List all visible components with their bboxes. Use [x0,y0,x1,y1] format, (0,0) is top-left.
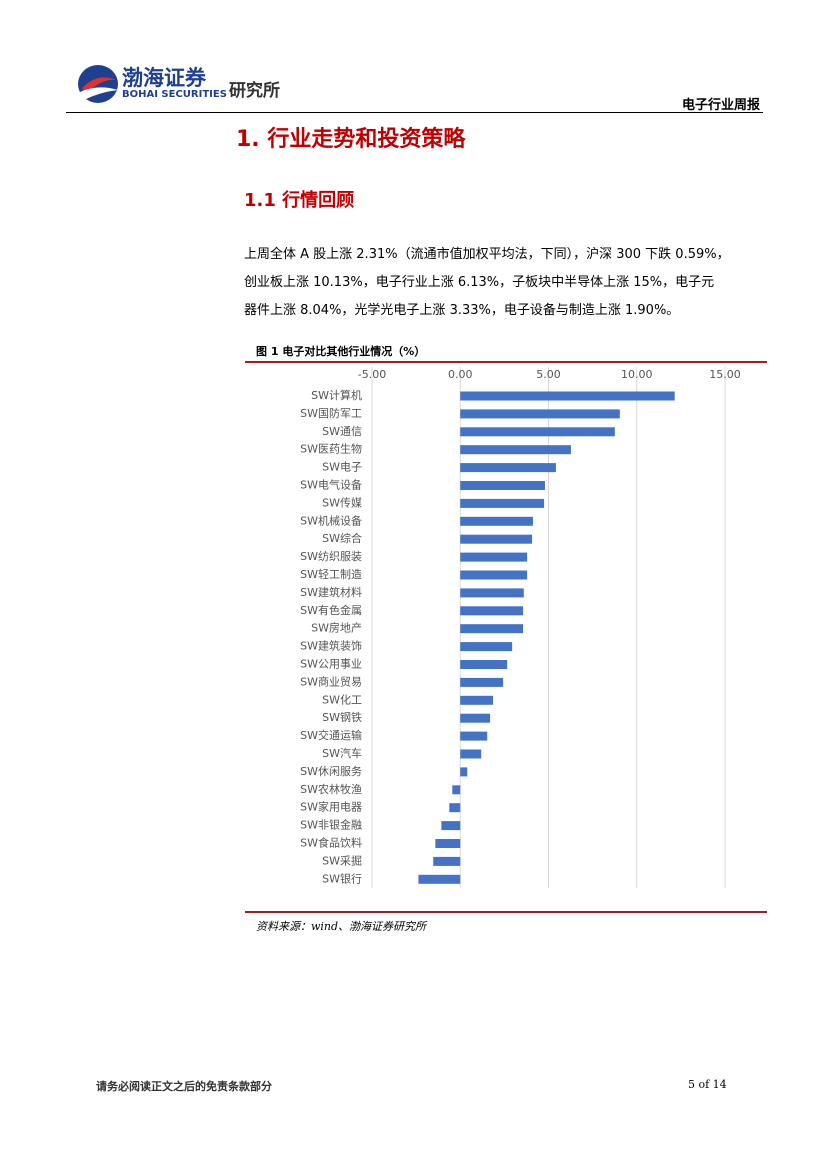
chart: -5.00 0.00 5.00 10.00 15.00 SW计算机 SW国防军工 SW通信 SW… [300,367,741,888]
brand: 渤海证券 [122,66,206,90]
y-tick-label: SW房地产 [311,621,362,635]
bar [435,839,461,848]
bar [433,856,461,866]
x-tick-label: -5.00 [358,368,386,381]
figure-rule [245,911,767,913]
y-tick-label: SW汽车 [322,746,362,760]
bar [460,552,528,562]
bar [460,391,675,401]
bar [460,570,528,580]
bar [460,767,468,777]
bar [460,624,524,634]
bar [460,731,488,741]
bar [452,785,461,795]
figure-rule [245,361,767,363]
y-tick-label: SW商业贸易 [300,674,362,688]
y-tick-label: SW家用电器 [300,800,362,814]
y-tick-label: SW计算机 [311,388,362,402]
y-tick-label: SW传媒 [322,496,362,509]
y-tick-label: SW采掘 [322,853,362,867]
heading: 1. 行业走势和投资策略 [236,127,466,152]
source-note: 资料来源：wind、渤海证券研究所 [256,920,427,933]
y-tick-label: SW农林牧渔 [300,782,362,796]
bar [460,749,482,759]
bar [460,534,533,544]
bar [460,677,504,687]
x-tick-label: 5.00 [536,368,561,381]
y-tick-label: SW休闲服务 [300,764,362,778]
x-tick-label: 15.00 [709,368,741,381]
y-tick-label: SW非银金融 [300,818,362,832]
y-tick-label: SW有色金属 [300,603,362,617]
report-name: 电子行业周报 [681,98,760,113]
brand-en: BOHAI SECURITIES [122,89,227,100]
y-tick-label: SW钢铁 [322,711,362,724]
bar [460,516,533,526]
y-tick-label: SW国防军工 [300,406,362,420]
institute: 研究所 [229,81,280,101]
x-tick-label: 10.00 [621,368,653,381]
paragraph: 上周全体 A 股上涨 2.31%（流通市值加权平均法，下同），沪深 300 下跌… [244,241,730,325]
header-rule [66,112,763,113]
paragraph-line: 器件上涨 8.04%，光学光电子上涨 3.33%，电子设备与制造上涨 1.90%… [244,303,680,318]
bar [460,427,615,437]
bar [460,642,513,652]
y-tick-label: SW纺织服装 [300,549,362,563]
figure-title: 图 1 电子对比其他行业情况（%） [256,345,426,358]
bar [460,588,524,598]
bar [460,463,556,473]
bar [460,606,524,616]
paragraph-line: 创业板上涨 10.13%，电子行业上涨 6.13%，子板块中半导体上涨 15%，… [244,275,715,290]
bar [460,409,620,419]
y-tick-label: SW综合 [322,531,362,545]
bar [460,713,491,723]
y-tick-label: SW公用事业 [300,658,362,671]
bar [418,874,461,884]
paragraph-line: 上周全体 A 股上涨 2.31%（流通市值加权平均法，下同），沪深 300 下跌… [244,247,730,262]
y-tick-label: SW建筑材料 [300,585,362,599]
bar [460,481,545,490]
y-tick-label: SW建筑装饰 [300,639,362,653]
logo [78,65,118,103]
y-tick-label: SW轻工制造 [300,567,362,581]
subheading: 1.1 行情回顾 [244,190,355,211]
y-tick-label: SW电气设备 [300,478,362,492]
y-tick-label: SW电子 [322,461,362,474]
y-tick-label: SW交通运输 [300,728,362,742]
y-tick-label: SW银行 [322,871,362,885]
bar [460,445,571,455]
x-tick-label: 0.00 [448,368,473,381]
y-tick-label: SW机械设备 [300,513,362,527]
bar [460,660,508,669]
y-tick-label: SW化工 [322,692,362,706]
bar [441,821,461,831]
bar [460,498,545,508]
bar [449,803,461,813]
y-tick-label: SW医药生物 [300,442,362,456]
bar [460,695,494,705]
page-number: 5 of 14 [688,1078,727,1091]
y-tick-label: SW食品饮料 [300,836,362,850]
disclaimer: 请务必阅读正文之后的免责条款部分 [96,1080,272,1093]
y-tick-label: SW通信 [322,425,362,438]
